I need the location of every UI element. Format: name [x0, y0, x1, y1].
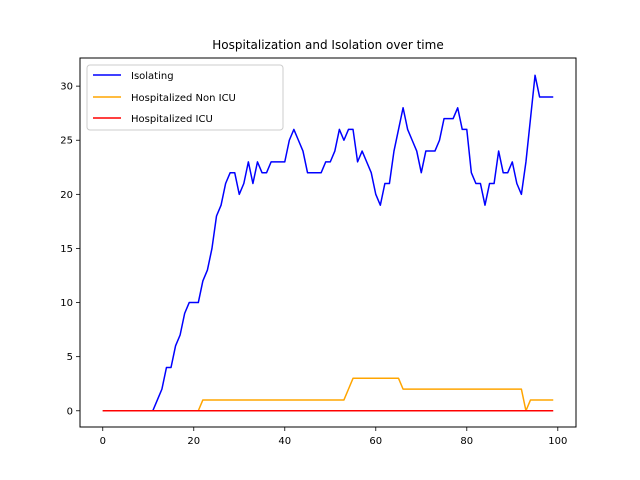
series-layer	[102, 74, 554, 412]
legend-label-hospitalized-icu: Hospitalized ICU	[131, 114, 213, 125]
plot-frame	[79, 57, 577, 428]
y-tick-label: 5	[67, 352, 73, 363]
ticks-layer: 0 20 40 60 80 100 0 5 10 15 20 25 30	[60, 82, 567, 447]
legend: Isolating Hospitalized Non ICU Hospitali…	[86, 64, 284, 131]
x-tick-label: 0	[100, 436, 106, 447]
legend-label-isolating: Isolating	[131, 71, 174, 82]
x-tick-label: 60	[369, 436, 382, 447]
y-tick-label: 10	[60, 298, 73, 309]
x-tick-label: 100	[548, 436, 567, 447]
legend-box	[86, 64, 284, 131]
y-tick-label: 0	[67, 406, 73, 417]
x-tick-label: 20	[187, 436, 200, 447]
chart-title: Hospitalization and Isolation over time	[212, 38, 443, 52]
legend-label-hospitalized-non-icu: Hospitalized Non ICU	[131, 93, 236, 104]
y-tick-label: 25	[60, 136, 73, 147]
y-tick-label: 15	[60, 244, 73, 255]
x-tick-label: 40	[278, 436, 291, 447]
y-tick-label: 30	[60, 82, 73, 93]
x-tick-label: 80	[460, 436, 473, 447]
y-tick-label: 20	[60, 190, 73, 201]
series-line-isolating	[102, 74, 554, 412]
